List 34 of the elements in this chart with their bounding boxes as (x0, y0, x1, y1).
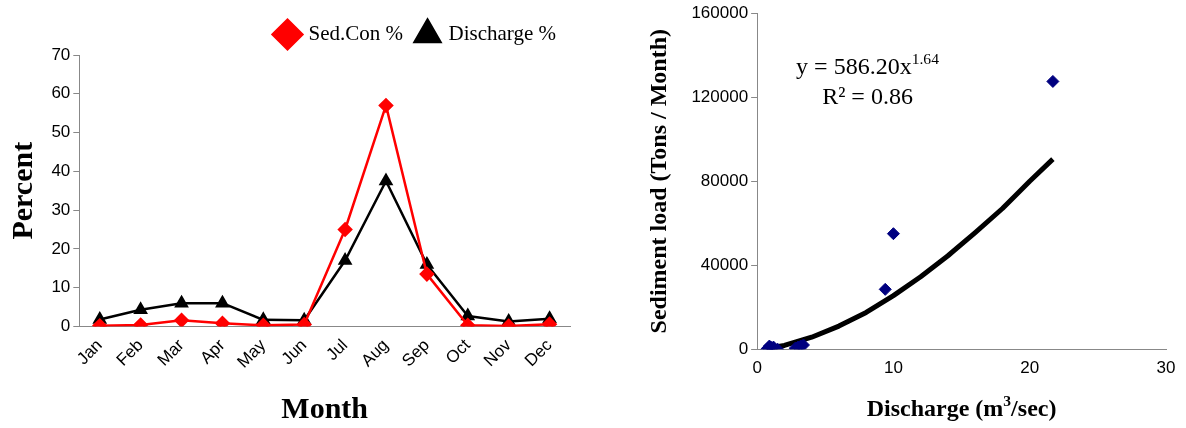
x-tick-label: Aug (357, 335, 393, 371)
y-tick-label: 50 (51, 122, 71, 142)
x-tick-label: 30 (1156, 358, 1176, 378)
annotation: R² = 0.86 (822, 83, 913, 110)
x-tick-label: Nov (479, 335, 516, 371)
y-tick-label: 20 (51, 238, 71, 258)
y-tick-label: 40 (51, 161, 71, 181)
legend-label: Discharge % (448, 21, 557, 46)
x-tick-label: Jul (322, 335, 352, 365)
x-axis-title: Month (281, 390, 369, 424)
x-tick-label: 10 (883, 358, 903, 378)
y-tick-label: 30 (51, 199, 71, 219)
y-tick-label: 160000 (691, 2, 749, 22)
x-tick-label: Jun (277, 335, 311, 369)
x-tick-label: Feb (112, 335, 147, 370)
x-tick-label: Mar (153, 335, 188, 370)
x-tick-label: Sep (398, 335, 434, 371)
y-tick-label: 60 (51, 83, 71, 103)
legend-label: Sed.Con % (308, 21, 404, 46)
y-tick-label: 80000 (700, 170, 749, 190)
y-tick-label: 40000 (700, 254, 749, 274)
y-axis-title: Percent (4, 141, 38, 240)
x-tick-label: Apr (196, 335, 229, 368)
y-axis-title: Sediment load (Tons / Month) (645, 28, 672, 334)
y-tick-label: 70 (51, 44, 71, 64)
x-tick-label: Jan (73, 335, 106, 369)
y-tick-label: 0 (60, 316, 71, 336)
x-tick-label: Oct (441, 335, 475, 368)
y-tick-label: 10 (51, 277, 71, 297)
x-tick-label: 20 (1020, 358, 1040, 378)
x-tick-label: May (233, 335, 270, 372)
y-tick-label: 120000 (691, 86, 749, 106)
x-tick-label: Dec (520, 335, 557, 371)
x-tick-label: 0 (752, 358, 762, 378)
